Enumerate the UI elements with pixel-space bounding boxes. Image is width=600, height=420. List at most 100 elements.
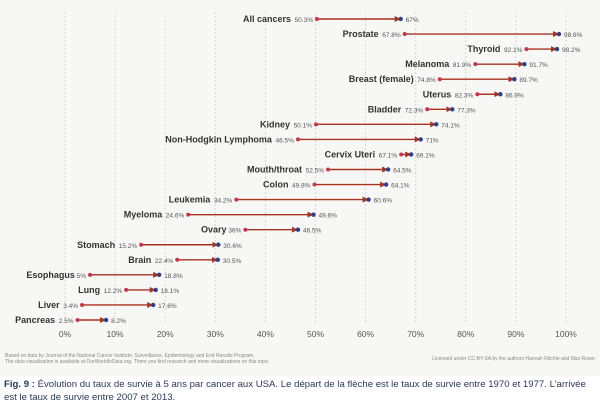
category-label: Lung — [78, 285, 100, 295]
start-value-label: 2.5% — [59, 318, 74, 325]
end-point — [295, 227, 301, 232]
start-point — [473, 62, 478, 67]
end-point — [522, 61, 527, 67]
end-point — [408, 152, 414, 157]
x-tick-label: 30% — [207, 329, 224, 339]
start-value-label: 24.6% — [166, 213, 185, 220]
start-value-label: 50.1% — [294, 122, 313, 129]
start-point — [524, 47, 529, 52]
end-value-label: 77.3% — [457, 107, 476, 114]
row-leukemia: 34.2%Leukemia 60.6% — [169, 195, 392, 205]
start-value-label: 12.2% — [104, 288, 123, 295]
x-tick-label: 70% — [407, 329, 424, 339]
start-value-label: 72.3% — [405, 107, 424, 114]
start-value-label: 36% — [228, 228, 241, 235]
row-colon: 49.8%Colon 64.1% — [263, 180, 410, 190]
x-tick-label: 20% — [157, 329, 174, 339]
end-point — [153, 287, 158, 293]
end-point — [498, 92, 503, 97]
end-value-label: 18.1% — [161, 288, 180, 295]
category-label: Bladder — [368, 104, 402, 114]
end-value-label: 64.5% — [393, 168, 412, 175]
row-kidney: 50.1% Kidney 74.1% — [260, 119, 460, 129]
category-label: Colon — [263, 180, 289, 190]
end-value-label: 30.6% — [223, 243, 242, 250]
license-note: Licensed under CC-BY-SA by the authors H… — [432, 356, 596, 362]
row-thyroid: 92.1% Thyroid 98.2% — [467, 44, 580, 54]
end-value-label: 67% — [406, 17, 419, 24]
start-value-label: 67.1% — [379, 152, 398, 159]
x-tick-label: 10% — [107, 329, 124, 339]
start-point — [295, 137, 300, 142]
row-mouth-throat: 52.5% Mouth/throat 64.5% — [247, 165, 412, 175]
start-value-label: 34.2% — [214, 198, 233, 205]
category-label: Leukemia — [169, 195, 212, 205]
start-value-label: 49.8% — [292, 183, 311, 190]
start-point — [475, 92, 480, 97]
start-value-label: 22.4% — [155, 258, 174, 265]
row-all-cancers: 50.3% All cancers 67% — [243, 14, 419, 24]
category-label: Breast (female) — [349, 74, 414, 84]
start-point — [175, 257, 180, 262]
end-point — [366, 197, 371, 202]
row-lung: 12.2% Lung 18.1% — [78, 285, 179, 295]
start-point — [243, 227, 248, 232]
start-value-label: 67.8% — [382, 32, 401, 39]
row-stomach: 15.2% Stomach 30.6% — [77, 240, 242, 250]
category-label: Thyroid — [467, 44, 500, 54]
end-point — [383, 182, 389, 187]
start-point — [80, 302, 85, 307]
row-breast-female-: 74.8%Breast (female) 89.7% — [349, 74, 538, 84]
row-bladder: 72.3%Bladder 77.3% — [368, 104, 476, 114]
end-value-label: 60.6% — [374, 198, 393, 205]
end-point — [385, 167, 391, 172]
start-value-label: 81.9% — [453, 62, 472, 69]
start-value-label: 50.3% — [295, 17, 314, 24]
start-value-label: 92.1% — [504, 47, 523, 54]
end-point — [216, 242, 221, 247]
category-label: Kidney — [260, 119, 290, 129]
end-point — [398, 16, 403, 22]
end-point — [311, 212, 316, 217]
end-value-label: 46.5% — [303, 228, 322, 235]
start-point — [88, 272, 93, 277]
start-point — [234, 197, 239, 202]
figure-label: Fig. 9 : — [4, 379, 35, 390]
row-ovary: 36%Ovary 46.5% — [201, 225, 322, 235]
x-tick-label: 40% — [257, 329, 274, 339]
end-point — [434, 122, 439, 127]
data-rows: 50.3% All cancers 67% 67.8%Prostate 98.6% 92.… — [15, 14, 583, 325]
end-value-label: 86.9% — [505, 92, 524, 99]
row-non-hodgkin-lymphoma: 46.5%Non-Hodgkin Lymphoma 71% — [165, 134, 439, 144]
end-point — [450, 107, 455, 112]
end-value-label: 71% — [426, 137, 439, 144]
x-tick-label: 60% — [357, 329, 374, 339]
end-value-label: 98.2% — [562, 47, 581, 54]
category-label: Esophagus — [26, 270, 75, 280]
row-prostate: 67.8%Prostate 98.6% — [343, 29, 583, 39]
start-value-label: 3.4% — [63, 303, 78, 310]
row-brain: 22.4% Brain 30.5% — [128, 255, 241, 265]
category-label: Pancreas — [15, 315, 55, 325]
end-value-label: 64.1% — [391, 183, 410, 190]
end-point — [556, 31, 562, 37]
start-point — [124, 287, 129, 292]
x-tick-label: 80% — [457, 329, 474, 339]
start-point — [186, 212, 191, 217]
figure-caption: Fig. 9 : Évolution du taux de survie à 5… — [4, 378, 596, 404]
end-value-label: 74.1% — [441, 122, 460, 129]
start-value-label: 74.8% — [417, 77, 436, 84]
row-esophagus: 5%Esophagus 18.8% — [26, 270, 183, 280]
end-point — [554, 46, 560, 52]
chart-panel: 0% 10% 20% 30% 40% 50% 60% 70% 80% 90% 100% 50.3% A… — [5, 12, 596, 365]
end-value-label: 18.8% — [164, 273, 183, 280]
start-point — [315, 17, 320, 21]
category-label: Cervix Uteri — [325, 149, 376, 159]
start-point — [75, 318, 80, 322]
row-cervix-uteri: 67.1%Cervix Uteri 69.1% — [325, 149, 435, 159]
start-point — [139, 242, 144, 247]
x-tick-label: 90% — [507, 329, 524, 339]
end-point — [156, 272, 162, 278]
category-label: Stomach — [77, 240, 115, 250]
start-point — [437, 77, 442, 82]
